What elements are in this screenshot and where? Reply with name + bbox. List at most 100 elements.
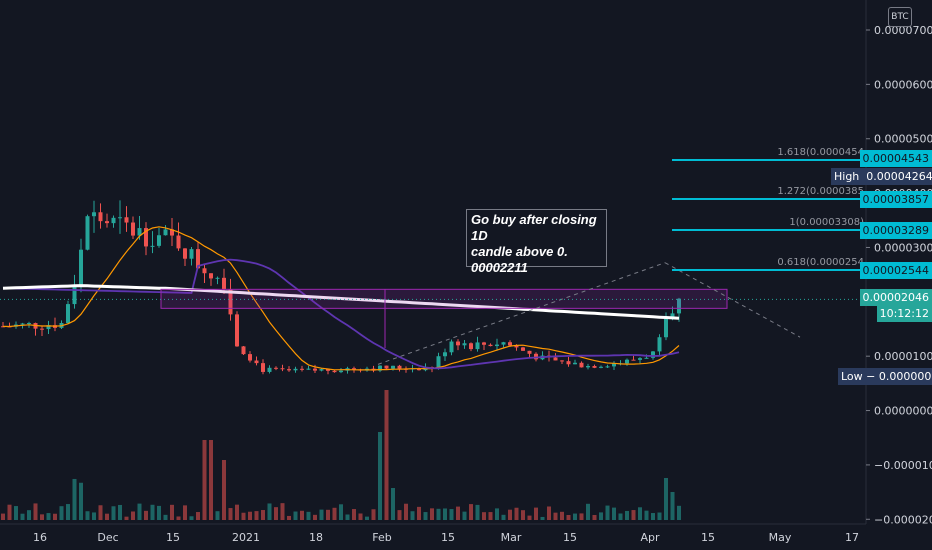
candle-up: [378, 365, 382, 371]
volume-bar: [215, 511, 220, 520]
volume-bar: [521, 510, 525, 520]
volume-bar: [170, 504, 174, 520]
volume-bar: [14, 506, 18, 520]
candle-up: [66, 304, 70, 323]
volume-bar: [469, 504, 473, 520]
volume-bar: [98, 505, 103, 520]
candle-down: [592, 365, 597, 368]
volume-bar: [59, 506, 64, 520]
volume-bar: [27, 510, 31, 520]
volume-bar: [300, 510, 304, 520]
volume-bar: [436, 508, 441, 520]
candle-down: [261, 363, 265, 372]
candle-up: [475, 342, 480, 350]
volume-bar: [105, 513, 109, 520]
volume-bar: [534, 507, 538, 520]
volume-bar: [241, 512, 246, 520]
fib-level-label: 1(0.00003308): [789, 217, 864, 228]
candle-down: [352, 368, 356, 370]
low-prefix: Low: [841, 370, 863, 383]
candle-down: [274, 367, 278, 369]
time-tick-label: Dec: [97, 531, 118, 544]
volume-bar: [66, 504, 70, 520]
candle-up: [391, 365, 395, 369]
volume-bar: [176, 516, 181, 520]
volume-bar: [33, 503, 38, 520]
candle-up: [436, 356, 441, 369]
volume-bar: [267, 503, 272, 520]
fib-level-label: 1.272(0.0000385: [777, 186, 864, 197]
volume-bar: [228, 508, 233, 520]
fib-1618-price-label: 0.00004543: [859, 150, 932, 167]
volume-bar: [202, 440, 207, 520]
volume-bar: [235, 504, 239, 520]
volume-bar: [651, 513, 655, 520]
volume-bar: [111, 506, 116, 520]
candle-up: [605, 366, 610, 368]
time-tick-label: 15: [166, 531, 180, 544]
volume-bar: [579, 513, 584, 520]
volume-bar: [332, 507, 337, 520]
candle-down: [170, 229, 174, 236]
candle-down: [196, 249, 200, 269]
candle-up: [612, 363, 616, 367]
high-prefix: High: [834, 170, 860, 183]
volume-bar: [475, 504, 480, 520]
candle-up: [319, 369, 324, 371]
volume-bar: [313, 514, 317, 520]
candle-down: [508, 342, 512, 346]
candle-up: [72, 284, 77, 305]
candle-down: [326, 369, 330, 371]
candle-down: [456, 341, 460, 346]
volume-bar: [144, 510, 148, 520]
candle-up: [118, 217, 122, 219]
volume-bar: [274, 507, 278, 520]
fib-level-label: 0.618(0.0000254: [777, 257, 864, 268]
volume-bar: [449, 509, 454, 520]
volume-bar: [391, 488, 395, 520]
volume-bar: [417, 506, 421, 520]
candle-up: [638, 358, 642, 360]
volume-bar: [566, 514, 571, 520]
candle-up: [157, 235, 161, 246]
time-tick-label: 15: [441, 531, 455, 544]
volume-bar: [553, 512, 558, 520]
candle-up: [443, 352, 447, 357]
volume-bar: [40, 514, 44, 520]
volume-bar: [397, 510, 402, 520]
volume-bar: [46, 513, 51, 520]
volume-bar: [72, 478, 77, 520]
time-tick-label: Feb: [372, 531, 391, 544]
volume-bar: [371, 509, 376, 520]
candle-down: [287, 369, 291, 371]
volume-bar: [183, 505, 187, 520]
volume-bar: [118, 504, 122, 520]
fib-0618-price-label: 0.00002544: [859, 262, 932, 279]
annotation-text-box[interactable]: Go buy after closing 1D candle above 0. …: [466, 209, 607, 275]
volume-bar: [592, 514, 597, 520]
moving-average-fast: [2, 226, 680, 371]
candle-down: [183, 248, 187, 259]
low-price-label: Low − 0.000000619: [838, 368, 932, 385]
volume-bar: [404, 503, 408, 520]
time-tick-label: 17: [845, 531, 859, 544]
volume-bar: [137, 503, 142, 520]
candle-down: [521, 347, 525, 351]
volume-bar: [124, 516, 129, 520]
volume-bar: [612, 507, 616, 520]
volume-bar: [293, 511, 298, 520]
candle-down: [397, 365, 402, 369]
volume-bar: [670, 492, 675, 520]
candle-down: [144, 228, 148, 247]
projection-line-up: [377, 262, 666, 365]
candle-down: [488, 344, 493, 347]
candle-up: [137, 228, 142, 236]
volume-bar: [488, 512, 493, 520]
moving-average-mid: [2, 258, 680, 370]
currency-badge[interactable]: BTC: [888, 7, 912, 27]
candle-up: [644, 357, 649, 359]
candle-up: [586, 365, 590, 368]
